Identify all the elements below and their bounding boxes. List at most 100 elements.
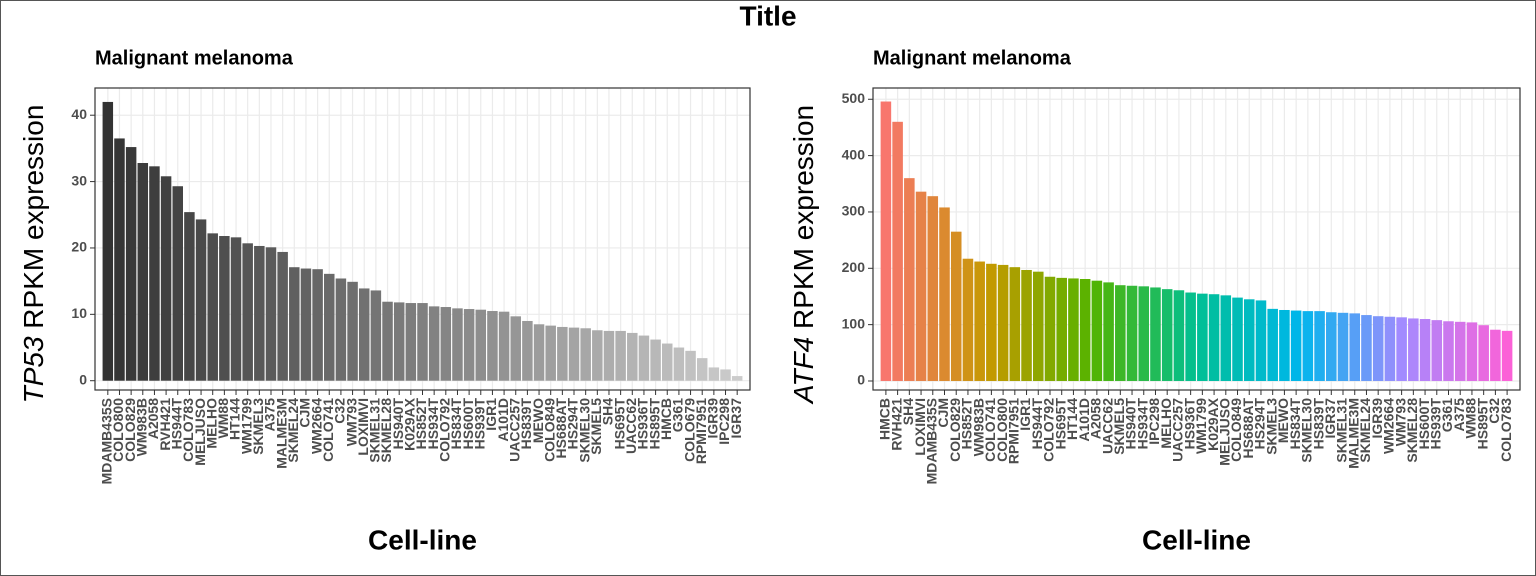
bar	[160, 176, 172, 381]
bar	[335, 278, 347, 381]
figure-title: Title	[739, 0, 796, 31]
x-tick-label: WM983B	[133, 398, 149, 456]
x-tick-label: COLO792	[1041, 398, 1057, 462]
x-tick-label: SH4	[600, 398, 616, 425]
bar	[463, 309, 475, 381]
x-tick-label: SKMEL31	[1334, 398, 1350, 463]
x-tick-label: HS936T	[1181, 398, 1197, 450]
x-tick-label: MELJUSO	[1217, 398, 1233, 466]
bar	[720, 369, 731, 381]
bar	[615, 330, 626, 381]
x-tick-label: WM1799	[1193, 398, 1209, 454]
x-tick-label: IGR1	[483, 398, 499, 431]
bar	[638, 335, 650, 381]
x-tick-label: COLO741	[320, 398, 336, 462]
bar	[1290, 310, 1302, 381]
x-tick-label: HS939T	[471, 398, 487, 450]
bar	[1161, 289, 1173, 381]
x-tick-label: COLO800	[994, 398, 1010, 462]
bar	[1279, 309, 1290, 381]
x-tick-label: MDAMB435S	[923, 398, 939, 484]
bar	[950, 231, 962, 381]
x-tick-label: COLO679	[681, 398, 697, 462]
bar	[1267, 308, 1278, 381]
x-tick-label: HT144	[227, 398, 243, 440]
x-tick-label: A375	[1451, 398, 1467, 432]
bar	[1220, 295, 1232, 381]
bar	[1173, 290, 1185, 381]
bar	[1478, 325, 1489, 381]
bar	[892, 121, 903, 381]
bar	[685, 350, 696, 381]
x-tick-label: HS294T	[1252, 398, 1268, 450]
x-tick-label: A2058	[1088, 398, 1104, 439]
bar	[1372, 316, 1384, 381]
bar	[1314, 311, 1325, 381]
bar	[510, 316, 521, 381]
bar	[627, 332, 638, 381]
x-tick-label: HS934T	[1134, 398, 1150, 450]
bar	[207, 233, 218, 381]
bar	[1068, 278, 1079, 381]
x-tick-label: SKMEL31	[367, 398, 383, 463]
subtitle: Malignant melanoma	[873, 47, 1072, 69]
bar	[277, 251, 288, 381]
bar	[1079, 279, 1091, 381]
x-tick-label: MELHO	[203, 398, 219, 449]
x-tick-label: SKMEL5	[588, 398, 604, 455]
bar	[149, 166, 160, 381]
x-tick-label: HS895T	[646, 398, 662, 450]
x-tick-label: COLO792	[437, 398, 453, 462]
x-tick-label: HS944T	[168, 398, 184, 450]
bar	[230, 237, 242, 381]
bar	[312, 269, 323, 381]
x-tick-label: HMCB	[877, 398, 893, 440]
bar	[417, 303, 428, 381]
x-tick-label: COLO783	[1498, 398, 1514, 462]
x-tick-label: K029AX	[402, 397, 418, 451]
y-tick-label: 300	[842, 203, 866, 219]
bar	[1115, 285, 1126, 381]
y-axis-label-text: RPKM expression	[788, 105, 819, 329]
x-tick-label: CJM	[935, 398, 951, 428]
y-axis-label-gene: TP53	[18, 336, 49, 403]
x-tick-label: SKMEL28	[378, 398, 394, 463]
x-tick-label: COLO783	[180, 398, 196, 462]
bar	[662, 343, 673, 381]
y-tick-label: 200	[842, 259, 866, 275]
x-tick-label: UACC62	[1099, 398, 1115, 454]
bar	[533, 324, 545, 381]
x-tick-label: HS834T	[448, 398, 464, 450]
bar	[1197, 293, 1208, 381]
bar	[939, 207, 950, 381]
x-tick-label: HS688AT	[553, 398, 569, 459]
bar	[370, 290, 382, 381]
bar	[1232, 297, 1243, 381]
x-tick-label: K029AX	[1205, 397, 1221, 451]
x-tick-label: A101D	[1076, 398, 1092, 442]
x-tick-label: MEWO	[530, 398, 546, 443]
x-tick-label: WM983B	[970, 398, 986, 456]
bar	[1431, 320, 1443, 381]
bar	[254, 245, 265, 381]
bar	[1384, 316, 1396, 381]
x-tick-label: A375	[262, 398, 278, 432]
x-tick-label: HS934T	[425, 398, 441, 450]
x-tick-label: HS939T	[1427, 398, 1443, 450]
bar	[997, 264, 1009, 381]
y-tick-label: 500	[842, 90, 866, 106]
bar	[1419, 319, 1431, 381]
x-tick-label: MELJUSO	[192, 398, 208, 466]
x-tick-label: SKMEL30	[576, 398, 592, 463]
x-tick-label: HS895T	[1474, 398, 1490, 450]
bar	[1138, 286, 1150, 381]
bar	[1454, 321, 1466, 381]
x-tick-label: LOXIMVI	[355, 398, 371, 456]
bar	[974, 261, 985, 381]
x-tick-label: A2058	[145, 398, 161, 439]
x-tick-label: SH4	[900, 398, 916, 425]
x-tick-label: IPC298	[716, 398, 732, 445]
x-tick-label: IGR1	[1017, 398, 1033, 431]
y-tick-label: 30	[71, 172, 87, 188]
bar	[300, 268, 312, 381]
